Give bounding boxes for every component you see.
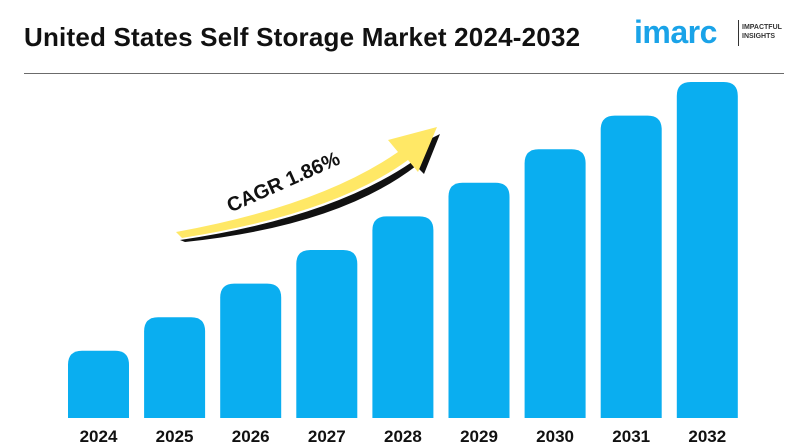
cagr-arrow [176,127,440,242]
tick-label-2030: 2030 [536,427,574,446]
logo-tagline-line1: IMPACTFUL [742,24,782,31]
page-title: United States Self Storage Market 2024-2… [24,22,581,52]
tick-labels-group: 2024 2025 2026 2027 2028 2029 2030 2031 2032 [80,427,727,446]
logo-divider [738,20,739,46]
bar-2031 [600,115,662,418]
logo-tagline-line2: INSIGHTS [742,33,776,40]
tick-label-2026: 2026 [232,427,270,446]
tick-label-2027: 2027 [308,427,346,446]
bar-2026 [220,283,282,418]
bars-group [68,82,738,418]
bar-2028 [372,216,434,418]
bar-2024 [68,350,129,418]
bar-2025 [144,317,206,418]
title-divider [24,73,784,74]
imarc-logo: imarc IMPACTFUL INSIGHTS [634,12,784,52]
bar-2029 [448,182,510,418]
tick-label-2029: 2029 [460,427,498,446]
cagr-arrow-body [176,127,437,238]
bar-2030 [524,149,586,418]
tick-label-2025: 2025 [156,427,194,446]
bar-2032 [676,82,738,418]
bar-2027 [296,250,358,418]
tick-label-2032: 2032 [688,427,726,446]
logo-tagline: IMPACTFUL INSIGHTS [742,23,782,41]
tick-label-2024: 2024 [80,427,118,446]
logo-wordmark: imarc [634,14,717,50]
tick-label-2031: 2031 [612,427,650,446]
tick-label-2028: 2028 [384,427,422,446]
